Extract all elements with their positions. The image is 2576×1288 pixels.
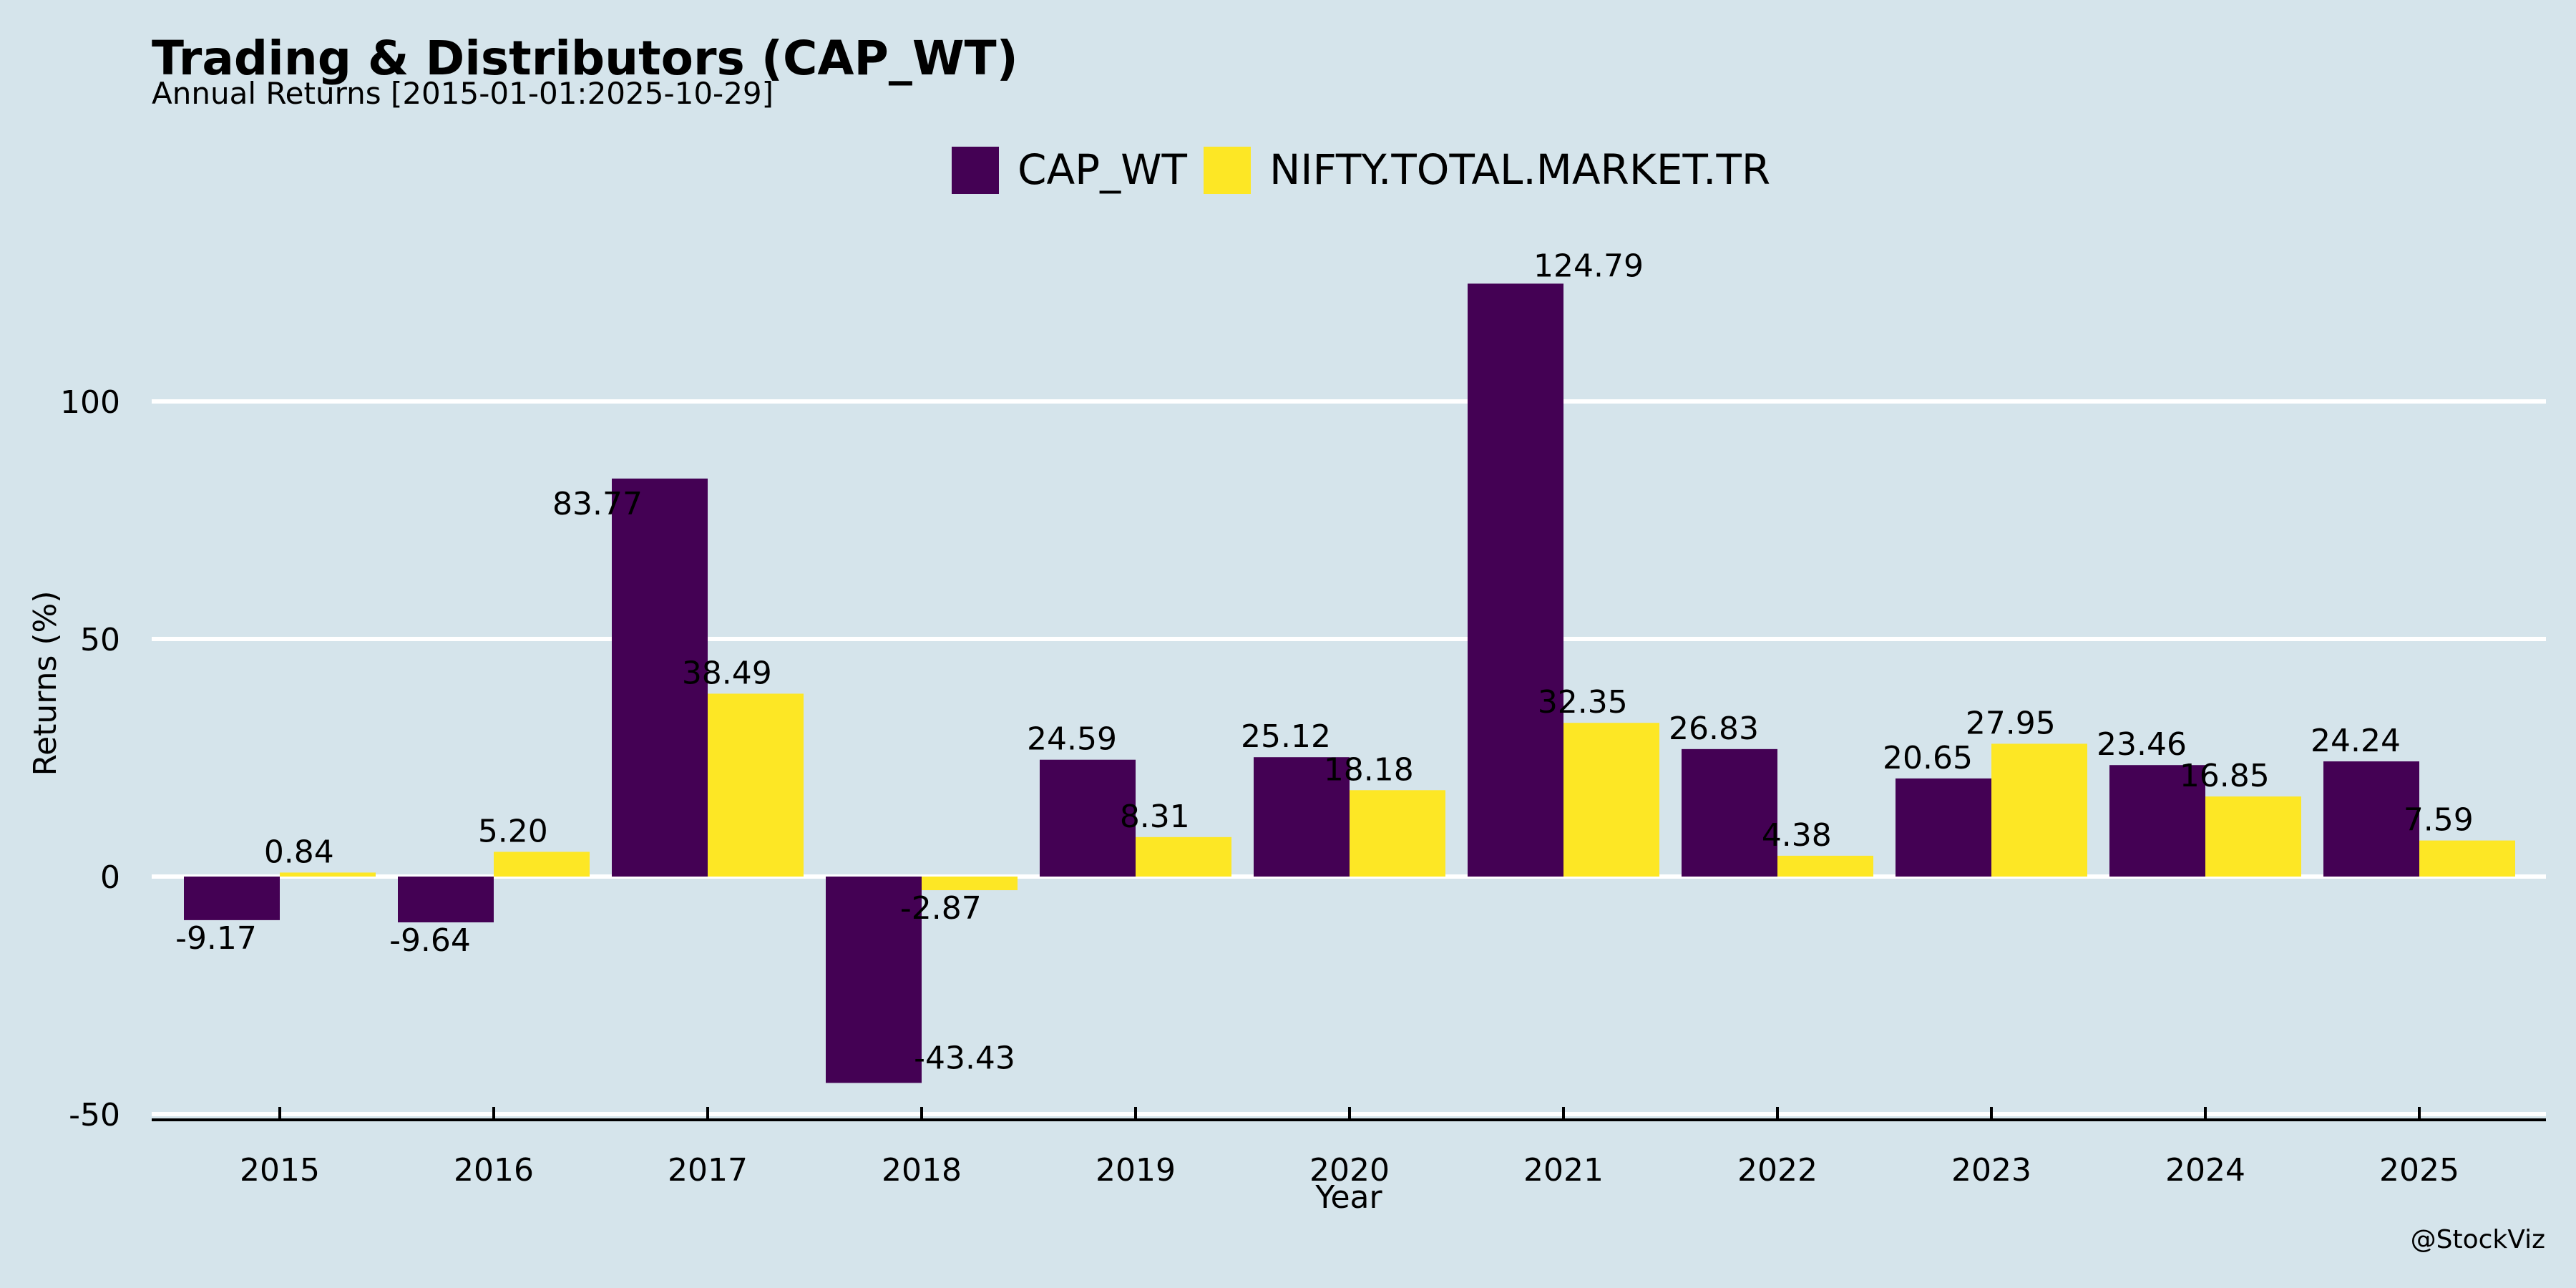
y-tick-label: -50: [69, 1097, 120, 1133]
bar-nifty-2019: [1136, 836, 1231, 877]
bar-nifty-2023: [1991, 743, 2087, 877]
x-tick-label: 2016: [454, 1152, 534, 1189]
chart-subtitle: Annual Returns [2015-01-01:2025-10-29]: [152, 76, 774, 111]
chart-title: Trading & Distributors (CAP_WT): [152, 31, 1018, 86]
x-tick-label: 2019: [1096, 1152, 1176, 1189]
data-label: 4.38: [1762, 817, 1832, 854]
data-label: 23.46: [2097, 726, 2187, 763]
axes: -50 0 50 100 2015 2016 2017 2018 2019 2020 2021 202…: [60, 384, 2546, 1189]
data-label: -9.17: [175, 920, 257, 957]
bar-nifty-2016: [494, 852, 590, 877]
data-label: 83.77: [552, 486, 643, 522]
data-label: -2.87: [900, 890, 982, 927]
bar-nifty-2022: [1777, 855, 1873, 877]
data-label: 20.65: [1883, 740, 1973, 776]
legend-swatch-cap-wt: [952, 147, 999, 194]
bar-cap-wt-2021: [1468, 283, 1563, 877]
bar-cap-wt-2024: [2109, 765, 2205, 877]
bar-cap-wt-2020: [1254, 757, 1350, 877]
legend: CAP_WT NIFTY.TOTAL.MARKET.TR: [952, 145, 1770, 194]
data-label: 25.12: [1241, 718, 1331, 755]
bar-cap-wt-2015: [184, 877, 280, 920]
x-tick-label: 2015: [240, 1152, 320, 1189]
data-label: 7.59: [2404, 802, 2474, 839]
bar-nifty-2020: [1350, 790, 1445, 877]
bar-nifty-2015: [280, 872, 376, 877]
data-label: 38.49: [682, 655, 772, 691]
bars: [184, 283, 2515, 1083]
bar-cap-wt-2016: [398, 877, 494, 923]
y-tick-label: 0: [100, 859, 120, 896]
bar-nifty-2024: [2205, 796, 2301, 877]
data-label: 24.59: [1027, 721, 1117, 758]
x-tick-label: 2018: [882, 1152, 962, 1189]
data-label: 5.20: [478, 813, 548, 849]
data-label: 32.35: [1538, 684, 1628, 721]
y-tick-label: 50: [80, 622, 120, 658]
legend-label-cap-wt: CAP_WT: [1018, 145, 1187, 194]
bar-cap-wt-2017: [612, 478, 708, 877]
x-tick-label: 2022: [1737, 1152, 1818, 1189]
x-tick-label: 2023: [1951, 1152, 2031, 1189]
credit-label: @StockViz: [2411, 1225, 2545, 1254]
x-tick-label: 2017: [668, 1152, 748, 1189]
bar-cap-wt-2019: [1040, 759, 1136, 877]
data-labels: -9.17 0.84 -9.64 5.20 83.77 38.49 -43.43 -2.87 2…: [175, 248, 2474, 1076]
data-label: -43.43: [914, 1040, 1015, 1076]
legend-swatch-nifty: [1204, 147, 1251, 194]
x-tick-label: 2020: [1309, 1152, 1390, 1189]
x-tick-label: 2025: [2379, 1152, 2459, 1189]
x-axis-title: Year: [1314, 1179, 1382, 1216]
data-label: 8.31: [1120, 799, 1190, 835]
bar-cap-wt-2023: [1896, 778, 1991, 877]
data-label: 0.84: [264, 834, 334, 870]
data-label: 26.83: [1669, 711, 1759, 747]
bar-nifty-2018: [922, 877, 1018, 891]
legend-label-nifty: NIFTY.TOTAL.MARKET.TR: [1269, 145, 1770, 194]
bar-cap-wt-2025: [2323, 761, 2419, 877]
x-tick-label: 2021: [1523, 1152, 1604, 1189]
data-label: 27.95: [1966, 705, 2056, 741]
bar-nifty-2017: [708, 693, 804, 877]
y-axis-title: Returns (%): [27, 590, 64, 776]
data-label: 24.24: [2311, 723, 2401, 759]
data-label: 18.18: [1324, 751, 1414, 788]
data-label: 16.85: [2180, 758, 2270, 794]
y-tick-label: 100: [60, 384, 120, 421]
bar-cap-wt-2018: [826, 877, 922, 1083]
x-tick-label: 2024: [2165, 1152, 2245, 1189]
data-label: -9.64: [389, 922, 471, 959]
bar-cap-wt-2022: [1682, 748, 1777, 877]
bar-nifty-2025: [2419, 840, 2515, 877]
data-label: 124.79: [1533, 248, 1644, 284]
bar-nifty-2021: [1563, 723, 1659, 877]
